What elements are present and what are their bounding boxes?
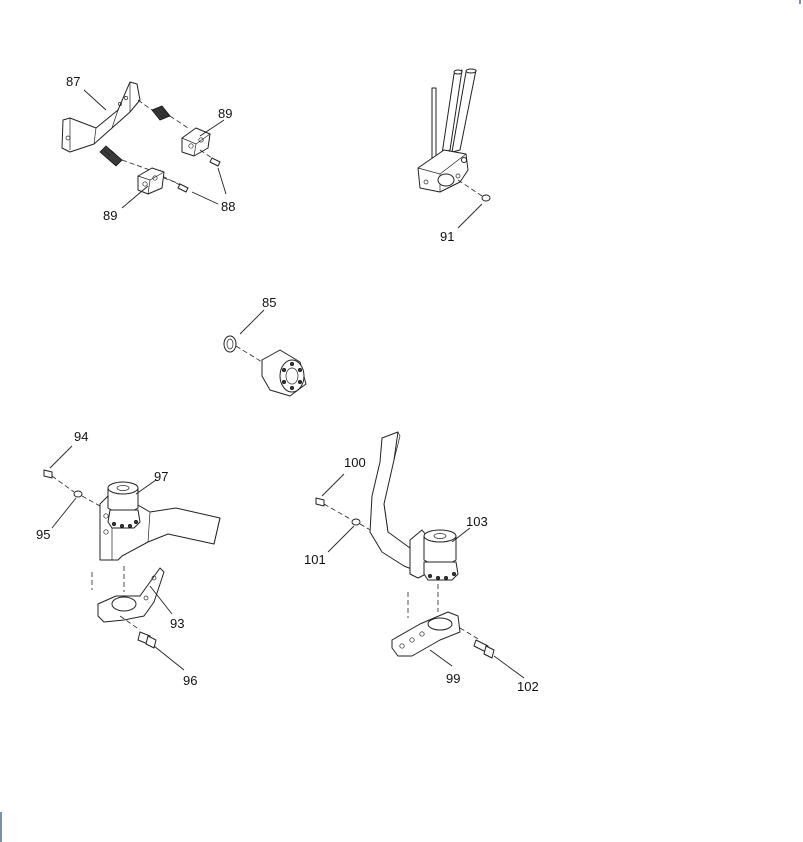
o-ring-85 <box>223 335 237 353</box>
callout-99: 99 <box>446 671 460 686</box>
clamp-99 <box>391 611 461 657</box>
screw-100 <box>315 497 325 507</box>
leader-91 <box>457 203 483 229</box>
bracket-87-hole-b <box>124 96 128 100</box>
mount-block-bore <box>437 173 455 187</box>
callout-95: 95 <box>36 527 50 542</box>
leader-103 <box>451 527 471 543</box>
leader-97 <box>135 479 157 495</box>
long-arm <box>369 431 415 571</box>
cartridge-assembly-85: 85 <box>223 295 307 397</box>
spring-upper <box>151 105 171 121</box>
leader-93 <box>149 585 173 615</box>
spring-lower <box>99 145 123 167</box>
assembly-line-85 <box>235 345 263 363</box>
callout-102: 102 <box>517 679 539 694</box>
washer-101 <box>351 518 361 526</box>
bracket-87-hole-c <box>118 102 122 106</box>
assembly-line-100 <box>323 503 385 539</box>
motor-assembly-97: 94 95 97 93 96 <box>36 429 221 688</box>
assembly-line-93 <box>91 566 125 592</box>
callout-89-lower: 89 <box>103 208 117 223</box>
screw-88-lower <box>177 183 189 193</box>
leader-94 <box>49 445 73 469</box>
callout-91: 91 <box>440 229 454 244</box>
assembly-line-102 <box>459 627 481 641</box>
bracket-87-face <box>69 82 131 150</box>
callout-89-upper: 89 <box>218 106 232 121</box>
rod-left <box>431 87 437 161</box>
assembly-line-94 <box>51 475 101 507</box>
bracket-87 <box>61 81 141 153</box>
clamp-block-89-lower <box>137 167 165 195</box>
bracket-87-hole-a <box>65 135 71 141</box>
motor-97-cap <box>107 481 139 495</box>
leader-85 <box>239 309 265 335</box>
bracket-assembly-87: 87 89 89 88 <box>61 74 235 223</box>
assembly-line-99 <box>407 584 439 618</box>
motor-103-gear <box>423 561 459 581</box>
leader-99 <box>429 649 453 667</box>
callout-87: 87 <box>66 74 80 89</box>
callout-94: 94 <box>74 429 88 444</box>
cartridge-face <box>279 359 305 393</box>
leader-96 <box>153 645 185 671</box>
leader-89-upper <box>199 119 225 137</box>
leader-88-b <box>217 167 227 195</box>
callout-88: 88 <box>221 199 235 214</box>
mount-assembly-91: 91 <box>417 68 491 244</box>
callout-85: 85 <box>262 295 276 310</box>
motor-assembly-103: 100 101 103 99 102 <box>304 431 539 694</box>
callout-96: 96 <box>183 673 197 688</box>
clamp-93-bore <box>111 596 137 612</box>
clamp-block-89-upper <box>181 127 211 157</box>
assembly-line-upper <box>137 99 189 129</box>
mount-block <box>417 149 469 193</box>
washer-91 <box>481 194 491 202</box>
leader-88-a <box>191 191 219 205</box>
washer-95 <box>73 490 83 498</box>
motor-103-cap <box>423 529 457 543</box>
leader-87 <box>83 89 107 111</box>
assembly-line-96 <box>119 615 141 631</box>
callout-103: 103 <box>466 514 488 529</box>
screw-88-upper <box>209 157 221 167</box>
callout-93: 93 <box>170 616 184 631</box>
callout-97: 97 <box>154 469 168 484</box>
screw-96-head <box>145 635 157 649</box>
clamp-99-bore <box>427 617 453 631</box>
callout-100: 100 <box>344 455 366 470</box>
screw-102-head <box>483 645 495 659</box>
leader-95 <box>51 497 77 529</box>
assembly-line-91 <box>457 179 483 197</box>
leader-101 <box>327 525 355 553</box>
leader-89-lower <box>121 185 149 209</box>
leader-100 <box>321 473 345 497</box>
motor-97-gear <box>107 509 141 529</box>
screw-94 <box>43 469 53 479</box>
leader-102 <box>493 655 525 679</box>
assembly-line-screw <box>163 149 213 185</box>
callout-101: 101 <box>304 552 326 567</box>
